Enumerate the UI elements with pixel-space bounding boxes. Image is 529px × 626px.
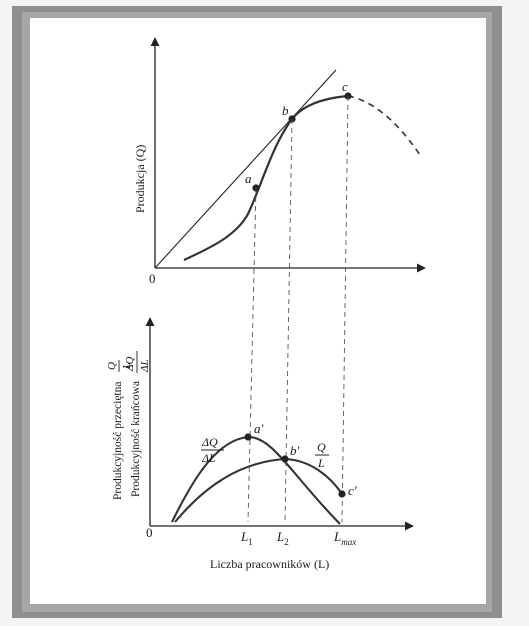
paper: [30, 18, 486, 604]
y-label-average-text: Produkcyjność przeciętna: [112, 382, 124, 500]
label-b: b: [282, 103, 289, 118]
bottom-chart: a' b' c' ΔQ ΔL Q L 0 L1 L2 Lmax Liczba p…: [106, 317, 414, 571]
guide-L2: [284, 118, 293, 523]
point-a: [252, 184, 260, 192]
y-label-average: Produkcyjność przeciętna Q L: [106, 360, 133, 500]
guide-Lmax: [341, 95, 349, 523]
label-c-prime: c': [348, 483, 357, 498]
y-label-marginal-den: ΔL: [139, 359, 151, 373]
guide-lines: [247, 95, 349, 523]
top-y-axis-label: Produkcja (Q): [133, 145, 147, 213]
y-label-average-den: L: [121, 363, 133, 370]
tick-L1: L1: [240, 529, 253, 547]
label-a-prime: a': [254, 421, 264, 436]
mp-curve-den: ΔL: [201, 451, 216, 465]
ap-curve-num: Q: [317, 440, 326, 454]
top-origin-label: 0: [149, 271, 156, 286]
bottom-origin-label: 0: [146, 525, 153, 540]
y-label-average-num: Q: [106, 362, 118, 370]
tangent-ray: [154, 69, 337, 269]
total-product-dashed: [347, 95, 421, 156]
y-label-marginal: Produkcyjność krańcowa ΔQ ΔL: [124, 351, 151, 497]
top-chart: a b c 0 Produkcja (Q): [133, 37, 426, 286]
total-product-curve: [183, 94, 349, 261]
point-a-prime: [244, 433, 252, 441]
y-label-marginal-num: ΔQ: [124, 357, 136, 372]
tick-L2: L2: [276, 529, 289, 547]
mp-curve-num: ΔQ: [201, 435, 218, 449]
point-c-prime: [338, 490, 346, 498]
y-label-marginal-text: Produkcyjność krańcowa: [130, 381, 142, 497]
label-a: a: [245, 171, 252, 186]
ap-curve-den: L: [317, 456, 325, 470]
tick-Lmax: Lmax: [333, 529, 356, 547]
point-b-prime: [281, 455, 289, 463]
bottom-x-axis-label: Liczba pracowników (L): [210, 557, 329, 571]
label-b-prime: b': [290, 443, 300, 458]
ap-curve-label: Q L: [315, 440, 329, 470]
label-c: c: [342, 79, 348, 94]
mp-curve-label: ΔQ ΔL: [201, 435, 224, 465]
guide-L1: [247, 187, 257, 523]
average-product-curve: [174, 457, 343, 523]
